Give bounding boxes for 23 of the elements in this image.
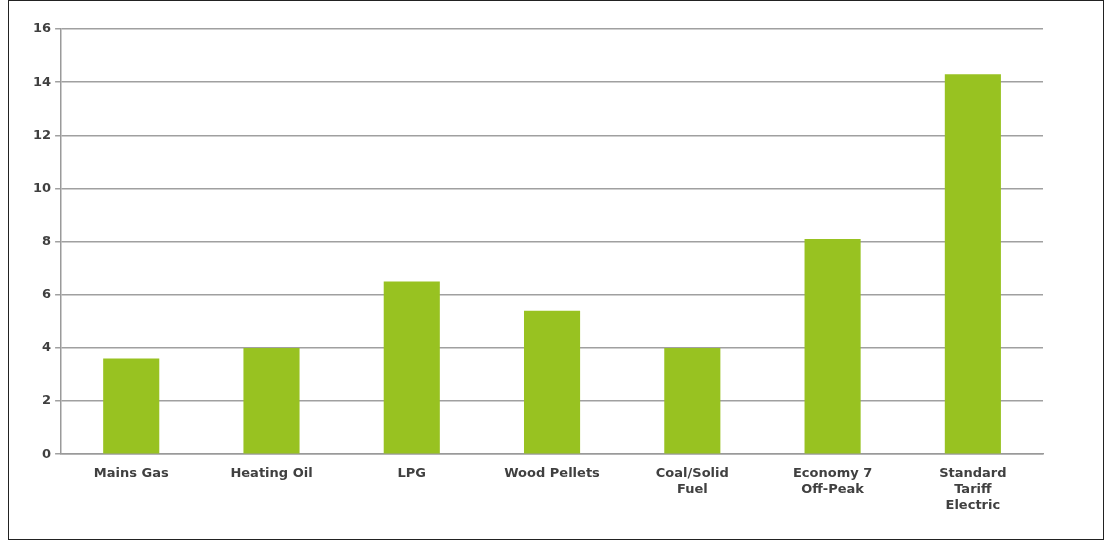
y-tick-label: 2 — [42, 392, 52, 408]
y-tick-label: 4 — [42, 339, 52, 355]
bar — [243, 347, 300, 454]
x-tick-label: Mains Gas — [93, 465, 169, 481]
bar — [944, 74, 1001, 454]
y-tick-label: 0 — [42, 445, 52, 461]
y-tick-label: 10 — [33, 179, 52, 195]
y-tick-label: 16 — [33, 20, 52, 36]
y-tick-label: 6 — [42, 286, 52, 302]
y-tick-label: 8 — [42, 232, 52, 248]
bar — [383, 281, 440, 454]
bar — [804, 238, 861, 454]
y-tick-label: 12 — [33, 126, 52, 142]
x-tick-label: Wood Pellets — [504, 465, 601, 481]
bar — [103, 358, 160, 454]
bar — [523, 310, 581, 454]
y-tick-label: 14 — [33, 73, 52, 89]
x-tick-label: LPG — [397, 465, 427, 481]
x-tick-label: Standard Tariff Electric — [939, 465, 1007, 512]
x-tick-label: Coal/Solid Fuel — [655, 465, 729, 496]
x-tick-label: Economy 7 Off-Peak — [792, 465, 873, 496]
x-tick-label: Heating Oil — [230, 465, 313, 481]
bar — [664, 347, 721, 454]
